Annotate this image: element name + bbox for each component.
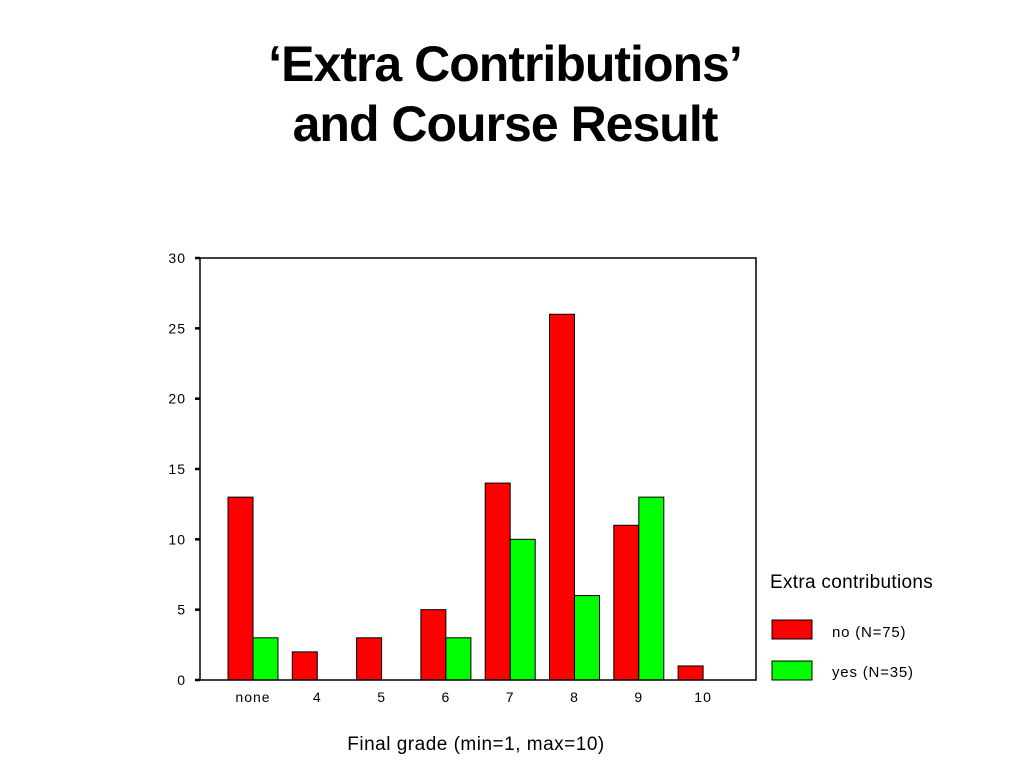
y-tick-label: 30	[168, 250, 186, 266]
bar-no-4	[291, 651, 318, 681]
legend-label-yes: yes (N=35)	[832, 664, 914, 681]
title-line-2: and Course Result	[292, 96, 719, 152]
x-tick-label: 5	[377, 689, 386, 705]
x-tick-label: none	[235, 689, 270, 705]
y-axis: 0 5 10 15 20 25 30	[168, 250, 200, 688]
slide-title: ‘Extra Contributions’ and Course Result	[0, 34, 1010, 154]
y-tick-label: 20	[168, 391, 186, 407]
x-tick-label: 10	[694, 689, 712, 705]
x-tick-label: 8	[570, 689, 579, 705]
bar-no-7	[484, 482, 511, 681]
bar-no-9	[613, 524, 640, 681]
bar-yes-8	[574, 595, 600, 681]
legend-swatch-no	[771, 619, 813, 640]
legend: Extra contributions no (N=75) yes (N=35)	[770, 572, 933, 681]
x-axis: none 4 5 6 7 8 9 10	[235, 689, 712, 705]
x-axis-title: Final grade (min=1, max=10)	[347, 734, 604, 755]
bar-no-10	[677, 665, 704, 681]
title-line-1: ‘Extra Contributions’	[268, 36, 742, 92]
x-tick-label: 4	[313, 689, 322, 705]
y-tick-label: 5	[177, 602, 186, 618]
bar-yes-none	[252, 637, 279, 681]
y-tick-label: 10	[168, 531, 186, 547]
y-tick-label: 25	[168, 320, 186, 336]
bars-group	[227, 313, 704, 681]
plot-frame	[199, 257, 757, 681]
bar-no-5	[356, 637, 383, 681]
x-tick-label: 7	[506, 689, 515, 705]
bar-no-none	[227, 496, 254, 681]
bar-yes-6	[445, 637, 472, 681]
y-tick-label: 15	[168, 461, 186, 477]
legend-title: Extra contributions	[770, 572, 933, 593]
bar-no-6	[420, 609, 447, 681]
bar-yes-9	[638, 496, 665, 681]
x-tick-label: 6	[442, 689, 451, 705]
legend-swatch-yes	[771, 660, 813, 681]
bar-yes-7	[509, 538, 536, 681]
bar-no-8	[549, 313, 575, 681]
legend-label-no: no (N=75)	[832, 624, 906, 641]
x-tick-label: 9	[634, 689, 643, 705]
y-tick-label: 0	[177, 672, 186, 688]
